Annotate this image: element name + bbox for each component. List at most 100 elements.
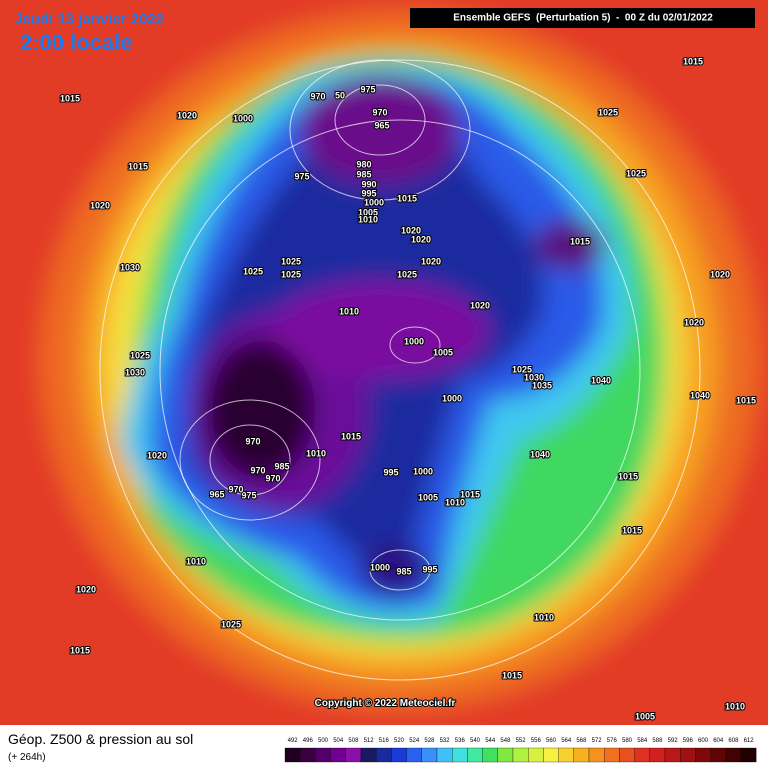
scale-swatch bbox=[406, 747, 422, 763]
run-box bbox=[410, 8, 755, 28]
pressure-label: 1020 bbox=[684, 317, 704, 327]
pressure-label: 1010 bbox=[358, 214, 378, 224]
scale-label: 612 bbox=[744, 738, 755, 744]
pressure-label: 1025 bbox=[221, 619, 241, 629]
scale-label: 564 bbox=[561, 738, 572, 744]
pressure-label: 965 bbox=[209, 489, 224, 499]
pressure-label: 985 bbox=[396, 566, 411, 576]
pressure-label: 1010 bbox=[186, 556, 206, 566]
scale-swatch bbox=[345, 747, 362, 763]
pressure-label: 1020 bbox=[90, 200, 110, 210]
scale-label: 536 bbox=[455, 738, 466, 744]
run-info: Ensemble GEFS (Perturbation 5) - 00 Z du… bbox=[453, 13, 713, 24]
pressure-label: 1020 bbox=[470, 300, 490, 310]
scale-swatch bbox=[467, 747, 483, 763]
pressure-label: 1030 bbox=[120, 262, 140, 272]
pressure-label: 1010 bbox=[725, 701, 745, 711]
pressure-label: 1010 bbox=[339, 306, 359, 316]
scale-swatch bbox=[558, 747, 574, 763]
pressure-label: 1000 bbox=[364, 197, 384, 207]
scale-label: 516 bbox=[379, 738, 390, 744]
scale-label: 556 bbox=[531, 738, 542, 744]
pressure-label: 1005 bbox=[635, 711, 655, 721]
pressure-label: 1000 bbox=[413, 466, 433, 476]
pressure-label: 970 bbox=[372, 107, 387, 117]
scale-swatch bbox=[634, 747, 650, 763]
pressure-label: 1010 bbox=[534, 612, 554, 622]
forecast-lead: (+ 264h) bbox=[8, 752, 46, 763]
pressure-label: 1030 bbox=[125, 367, 145, 377]
pressure-label: 1025 bbox=[130, 350, 150, 360]
pressure-label: 1010 bbox=[306, 448, 326, 458]
pressure-label: 975 bbox=[241, 490, 256, 500]
pressure-label: 975 bbox=[294, 171, 309, 181]
scale-swatch bbox=[452, 747, 468, 763]
pressure-label: 1015 bbox=[683, 56, 703, 66]
scale-label: 572 bbox=[592, 738, 603, 744]
scale-label: 504 bbox=[333, 738, 344, 744]
pressure-label: 1000 bbox=[442, 393, 462, 403]
pressure-label: 1000 bbox=[233, 113, 253, 123]
pressure-label: 1005 bbox=[358, 207, 378, 217]
pressure-label: 1015 bbox=[622, 525, 642, 535]
pressure-label: 995 bbox=[422, 564, 437, 574]
scale-swatch bbox=[421, 747, 438, 763]
scale-label: 512 bbox=[364, 738, 375, 744]
pressure-label: 1015 bbox=[618, 471, 638, 481]
pressure-label: 1025 bbox=[397, 269, 417, 279]
scale-swatch bbox=[740, 747, 757, 763]
scale-swatch bbox=[619, 747, 635, 763]
pressure-label: 1015 bbox=[60, 93, 80, 103]
scale-label: 584 bbox=[637, 738, 648, 744]
pressure-label: 1015 bbox=[128, 161, 148, 171]
pressure-label: 1015 bbox=[397, 193, 417, 203]
pressure-label: 1030 bbox=[524, 372, 544, 382]
pressure-label: 1025 bbox=[281, 256, 301, 266]
scale-label: 600 bbox=[698, 738, 709, 744]
scale-label: 560 bbox=[546, 738, 557, 744]
pressure-label: 1000 bbox=[404, 336, 424, 346]
pressure-label: 970 bbox=[310, 91, 325, 101]
pressure-label: 1020 bbox=[147, 450, 167, 460]
scale-label: 520 bbox=[394, 738, 405, 744]
scale-label: 500 bbox=[318, 738, 329, 744]
pressure-label: 1015 bbox=[502, 670, 522, 680]
scale-label: 528 bbox=[424, 738, 435, 744]
scale-swatch bbox=[315, 747, 331, 763]
pressure-label: 1040 bbox=[530, 449, 550, 459]
scale-swatch bbox=[376, 747, 392, 763]
pressure-label: 1015 bbox=[570, 236, 590, 246]
pressure-label: 1020 bbox=[710, 269, 730, 279]
scale-swatch bbox=[330, 747, 346, 763]
pressure-label: 970 bbox=[228, 484, 243, 494]
scale-swatch bbox=[512, 747, 529, 763]
scale-label: 596 bbox=[683, 738, 694, 744]
scale-swatch bbox=[482, 747, 498, 763]
scale-label: 588 bbox=[652, 738, 663, 744]
scale-label: 524 bbox=[409, 738, 420, 744]
pressure-label: 970 bbox=[265, 473, 280, 483]
pressure-label: 970 bbox=[250, 465, 265, 475]
scale-swatch bbox=[680, 747, 696, 763]
scale-label: 568 bbox=[576, 738, 587, 744]
pressure-label: 995 bbox=[361, 188, 376, 198]
pressure-label: 1035 bbox=[532, 380, 552, 390]
scale-label: 592 bbox=[668, 738, 679, 744]
scale-swatch bbox=[284, 747, 301, 763]
pressure-label: 965 bbox=[374, 120, 389, 130]
scale-swatch bbox=[300, 747, 316, 763]
pressure-label: 50 bbox=[335, 90, 345, 100]
scale-swatch bbox=[360, 747, 377, 763]
scale-label: 608 bbox=[728, 738, 739, 744]
scale-swatch bbox=[528, 747, 544, 763]
scale-label: 544 bbox=[485, 738, 496, 744]
scale-label: 580 bbox=[622, 738, 633, 744]
copyright: Copyright © 2022 Meteociel.fr bbox=[315, 698, 456, 709]
pressure-label: 990 bbox=[361, 179, 376, 189]
pressure-label: 995 bbox=[383, 467, 398, 477]
pressure-label: 1025 bbox=[598, 107, 618, 117]
scale-swatch bbox=[725, 747, 742, 763]
pressure-label: 970 bbox=[245, 436, 260, 446]
isobars bbox=[99, 59, 701, 681]
scale-swatch bbox=[391, 747, 407, 763]
